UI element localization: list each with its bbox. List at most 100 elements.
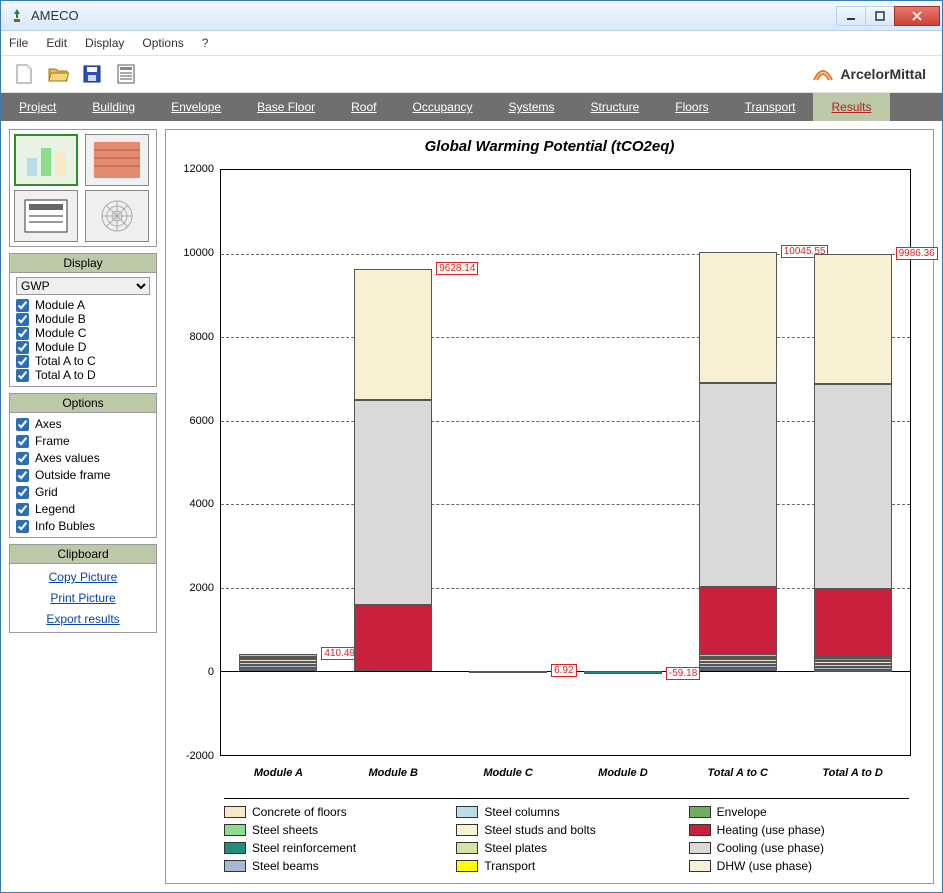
toolbar: ArcelorMittal [1, 55, 942, 93]
thumb-report[interactable] [14, 190, 78, 242]
tab-building[interactable]: Building [74, 93, 153, 121]
ytick: 8000 [170, 331, 214, 343]
value-label: 6.92 [551, 664, 576, 677]
tab-results[interactable]: Results [813, 93, 889, 121]
app-icon [9, 8, 25, 24]
legend-label: Envelope [717, 805, 767, 819]
app-title: AMECO [31, 8, 837, 23]
options-check-legend[interactable]: Legend [16, 502, 150, 516]
display-check-module-a[interactable]: Module A [16, 298, 150, 312]
display-check-total-a-to-c[interactable]: Total A to C [16, 354, 150, 368]
sidebar: Display GWP Module AModule BModule CModu… [9, 129, 157, 884]
ytick: 6000 [170, 415, 214, 427]
minimize-button[interactable] [836, 6, 866, 26]
legend-steel_reinforcement: Steel reinforcement [224, 841, 444, 855]
report-button[interactable] [111, 59, 141, 89]
tab-project[interactable]: Project [1, 93, 74, 121]
checkbox-label: Outside frame [35, 468, 110, 482]
legend-heating_use_phase: Heating (use phase) [689, 823, 909, 837]
checkbox-label: Total A to D [35, 368, 96, 382]
segment-steel_sheets [239, 654, 317, 657]
clipboard-panel-header: Clipboard [10, 545, 156, 564]
menu-file[interactable]: File [9, 36, 28, 50]
swatch-icon [689, 842, 711, 854]
legend-label: Steel plates [484, 841, 547, 855]
segment-steel_beams [699, 665, 777, 668]
legend-steel_beams: Steel beams [224, 859, 444, 873]
display-check-module-d[interactable]: Module D [16, 340, 150, 354]
options-check-info-bubles[interactable]: Info Bubles [16, 519, 150, 533]
legend-label: Steel studs and bolts [484, 823, 595, 837]
menu-display[interactable]: Display [85, 36, 124, 50]
options-check-grid[interactable]: Grid [16, 485, 150, 499]
save-button[interactable] [77, 59, 107, 89]
x-category-label: Total A to C [683, 767, 793, 779]
checkbox[interactable] [16, 418, 29, 431]
brand-icon [812, 66, 834, 82]
checkbox[interactable] [16, 299, 29, 312]
swatch-icon [224, 824, 246, 836]
maximize-button[interactable] [865, 6, 895, 26]
checkbox[interactable] [16, 469, 29, 482]
display-check-module-c[interactable]: Module C [16, 326, 150, 340]
display-check-total-a-to-d[interactable]: Total A to D [16, 368, 150, 382]
checkbox[interactable] [16, 341, 29, 354]
tab-base-floor[interactable]: Base Floor [239, 93, 333, 121]
link-export-results[interactable]: Export results [16, 610, 150, 628]
checkbox[interactable] [16, 435, 29, 448]
checkbox[interactable] [16, 369, 29, 382]
segment-heating_use_phase [814, 589, 892, 656]
close-button[interactable] [894, 6, 940, 26]
x-category-label: Module C [453, 767, 563, 779]
ytick: 4000 [170, 498, 214, 510]
checkbox[interactable] [16, 313, 29, 326]
link-copy-picture[interactable]: Copy Picture [16, 568, 150, 586]
segment-steel_reinforcement [584, 671, 662, 673]
link-print-picture[interactable]: Print Picture [16, 589, 150, 607]
legend: Concrete of floorsSteel columnsEnvelopeS… [224, 798, 909, 873]
bar-module-b: 9628.14Module B [354, 170, 432, 755]
bar-module-a: 410.49Module A [239, 170, 317, 755]
segment-envelope [699, 657, 777, 660]
swatch-icon [456, 806, 478, 818]
open-button[interactable] [43, 59, 73, 89]
menu-edit[interactable]: Edit [46, 36, 67, 50]
checkbox[interactable] [16, 327, 29, 340]
tab-envelope[interactable]: Envelope [153, 93, 239, 121]
checkbox[interactable] [16, 503, 29, 516]
menu-options[interactable]: Options [142, 36, 183, 50]
options-check-outside-frame[interactable]: Outside frame [16, 468, 150, 482]
new-button[interactable] [9, 59, 39, 89]
legend-label: Steel reinforcement [252, 841, 356, 855]
tab-roof[interactable]: Roof [333, 93, 394, 121]
checkbox[interactable] [16, 355, 29, 368]
menu-help[interactable]: ? [202, 36, 209, 50]
display-check-module-b[interactable]: Module B [16, 312, 150, 326]
segment-steel_sheets [699, 654, 777, 657]
options-check-axes[interactable]: Axes [16, 417, 150, 431]
bar-module-d: -59.18Module D [584, 170, 662, 755]
x-category-label: Module D [568, 767, 678, 779]
tab-transport[interactable]: Transport [727, 93, 814, 121]
tab-structure[interactable]: Structure [573, 93, 658, 121]
segment-steel_beams [239, 665, 317, 668]
metric-select[interactable]: GWP [16, 277, 150, 295]
tab-occupancy[interactable]: Occupancy [395, 93, 491, 121]
checkbox[interactable] [16, 486, 29, 499]
segment-cooling_use_phase [354, 400, 432, 605]
segment-steel_columns [239, 662, 317, 665]
x-category-label: Total A to D [798, 767, 908, 779]
thumb-radar[interactable] [85, 190, 149, 242]
options-check-frame[interactable]: Frame [16, 434, 150, 448]
swatch-icon [689, 860, 711, 872]
tab-systems[interactable]: Systems [491, 93, 573, 121]
tab-floors[interactable]: Floors [657, 93, 726, 121]
options-check-axes-values[interactable]: Axes values [16, 451, 150, 465]
checkbox[interactable] [16, 452, 29, 465]
checkbox[interactable] [16, 520, 29, 533]
x-category-label: Module A [223, 767, 333, 779]
thumb-barchart[interactable] [14, 134, 78, 186]
app-window: AMECO File Edit Display Options ? Arcelo… [0, 0, 943, 893]
segment-dhw_use_phase [814, 254, 892, 384]
thumb-table[interactable] [85, 134, 149, 186]
